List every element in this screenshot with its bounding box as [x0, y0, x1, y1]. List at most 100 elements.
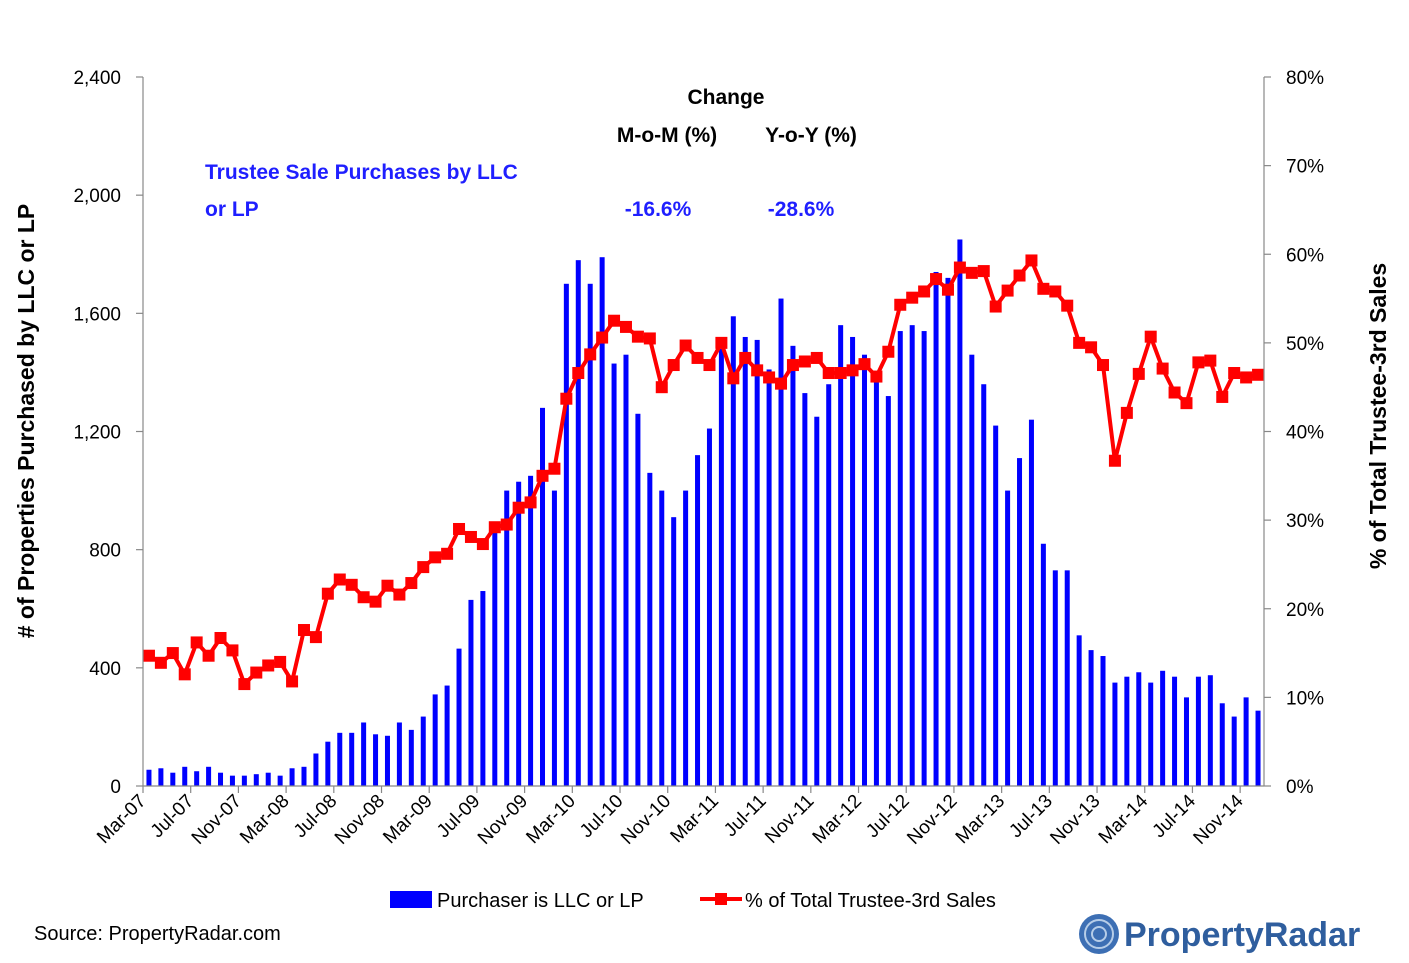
legend: Purchaser is LLC or LP % of Total Truste… [390, 890, 996, 912]
line-point [727, 372, 740, 385]
bar [611, 363, 617, 786]
bar [1172, 676, 1178, 786]
line-point [989, 300, 1002, 313]
line-point [1097, 359, 1110, 372]
line-point [214, 631, 227, 644]
x-tick-label: Nov-10 [617, 791, 675, 849]
logo-text: PropertyRadar [1124, 916, 1360, 954]
line-point [1240, 371, 1253, 384]
line-point [906, 291, 919, 304]
line-point [572, 367, 585, 380]
y-left-tick-label: 2,000 [73, 186, 121, 207]
y-axis-left-title: # of Properties Purchased by LLC or LP [13, 204, 39, 639]
bar [718, 348, 724, 786]
line-point [631, 330, 644, 343]
line-point [1192, 356, 1205, 369]
line-point [429, 551, 442, 564]
line-point [357, 591, 370, 604]
line-point [417, 561, 430, 574]
bar [933, 271, 939, 787]
line-point [667, 359, 680, 372]
line-point [703, 359, 716, 372]
bar [194, 771, 200, 786]
x-tick-label: Mar-09 [379, 791, 436, 848]
line-point [1013, 269, 1026, 282]
line-point [142, 649, 155, 662]
line-point [345, 578, 358, 591]
bar [1124, 676, 1130, 786]
bar [146, 769, 152, 786]
line-point [715, 336, 728, 349]
x-tick-label: Nov-07 [188, 791, 246, 849]
line-point [1168, 386, 1181, 399]
bar [1148, 682, 1154, 786]
bar [1195, 676, 1201, 786]
bar [158, 768, 164, 786]
line-point [596, 331, 609, 344]
line-point [894, 298, 907, 311]
bar [540, 407, 546, 786]
bar [1005, 490, 1011, 786]
bar [659, 490, 665, 786]
line-point [655, 381, 668, 394]
line-point [190, 636, 203, 649]
bar [504, 490, 510, 786]
line-point [321, 587, 334, 600]
legend-label-bars: Purchaser is LLC or LP [437, 890, 644, 912]
bar [528, 475, 534, 786]
x-tick-label: Nov-14 [1190, 790, 1248, 848]
bar [850, 336, 856, 786]
bar [623, 354, 629, 786]
bar [1100, 656, 1106, 786]
line-point [953, 261, 966, 274]
bar [325, 741, 331, 786]
line-point [1037, 282, 1050, 295]
bar [838, 325, 844, 786]
line-point [476, 538, 489, 551]
y-left-tick-label: 400 [89, 659, 121, 680]
y-left-tick-label: 1,200 [73, 423, 121, 444]
line-point [941, 283, 954, 296]
bar [277, 775, 283, 786]
line-point [1085, 341, 1098, 354]
line-point [286, 675, 299, 688]
x-tick-label: Mar-08 [236, 791, 293, 848]
y-right-tick-label: 60% [1286, 245, 1324, 266]
bar [969, 354, 975, 786]
bar [1219, 703, 1225, 786]
line-point [1144, 330, 1157, 343]
bar [945, 277, 951, 786]
line-point [870, 370, 883, 383]
x-tick-label: Nov-09 [474, 791, 532, 849]
bar [492, 531, 498, 786]
bar [1112, 682, 1118, 786]
line-point [798, 355, 811, 368]
line-point [464, 530, 477, 543]
line-point [250, 666, 263, 679]
line-point [405, 577, 418, 590]
bar [957, 239, 963, 786]
line-point [786, 359, 799, 372]
line-layer [142, 254, 1265, 691]
bar [241, 775, 247, 786]
line-point [918, 285, 931, 298]
line-point [238, 678, 251, 691]
bar [1028, 419, 1034, 786]
bar [337, 732, 343, 786]
line-point [202, 649, 215, 662]
line-point [512, 501, 525, 514]
mom-value: -16.6% [625, 198, 692, 221]
y-right-tick-label: 80% [1286, 68, 1324, 89]
bar [706, 428, 712, 786]
x-tick-label: Nov-08 [331, 791, 389, 849]
radar-globe-ring-inner [1091, 926, 1107, 942]
line-point [1204, 354, 1217, 367]
legend-label-line: % of Total Trustee-3rd Sales [745, 890, 996, 912]
legend-swatch-marker [715, 893, 727, 905]
line-point [309, 631, 322, 644]
bar [551, 490, 557, 786]
line-point [930, 273, 943, 286]
line-point [560, 392, 573, 405]
line-point [679, 339, 692, 352]
